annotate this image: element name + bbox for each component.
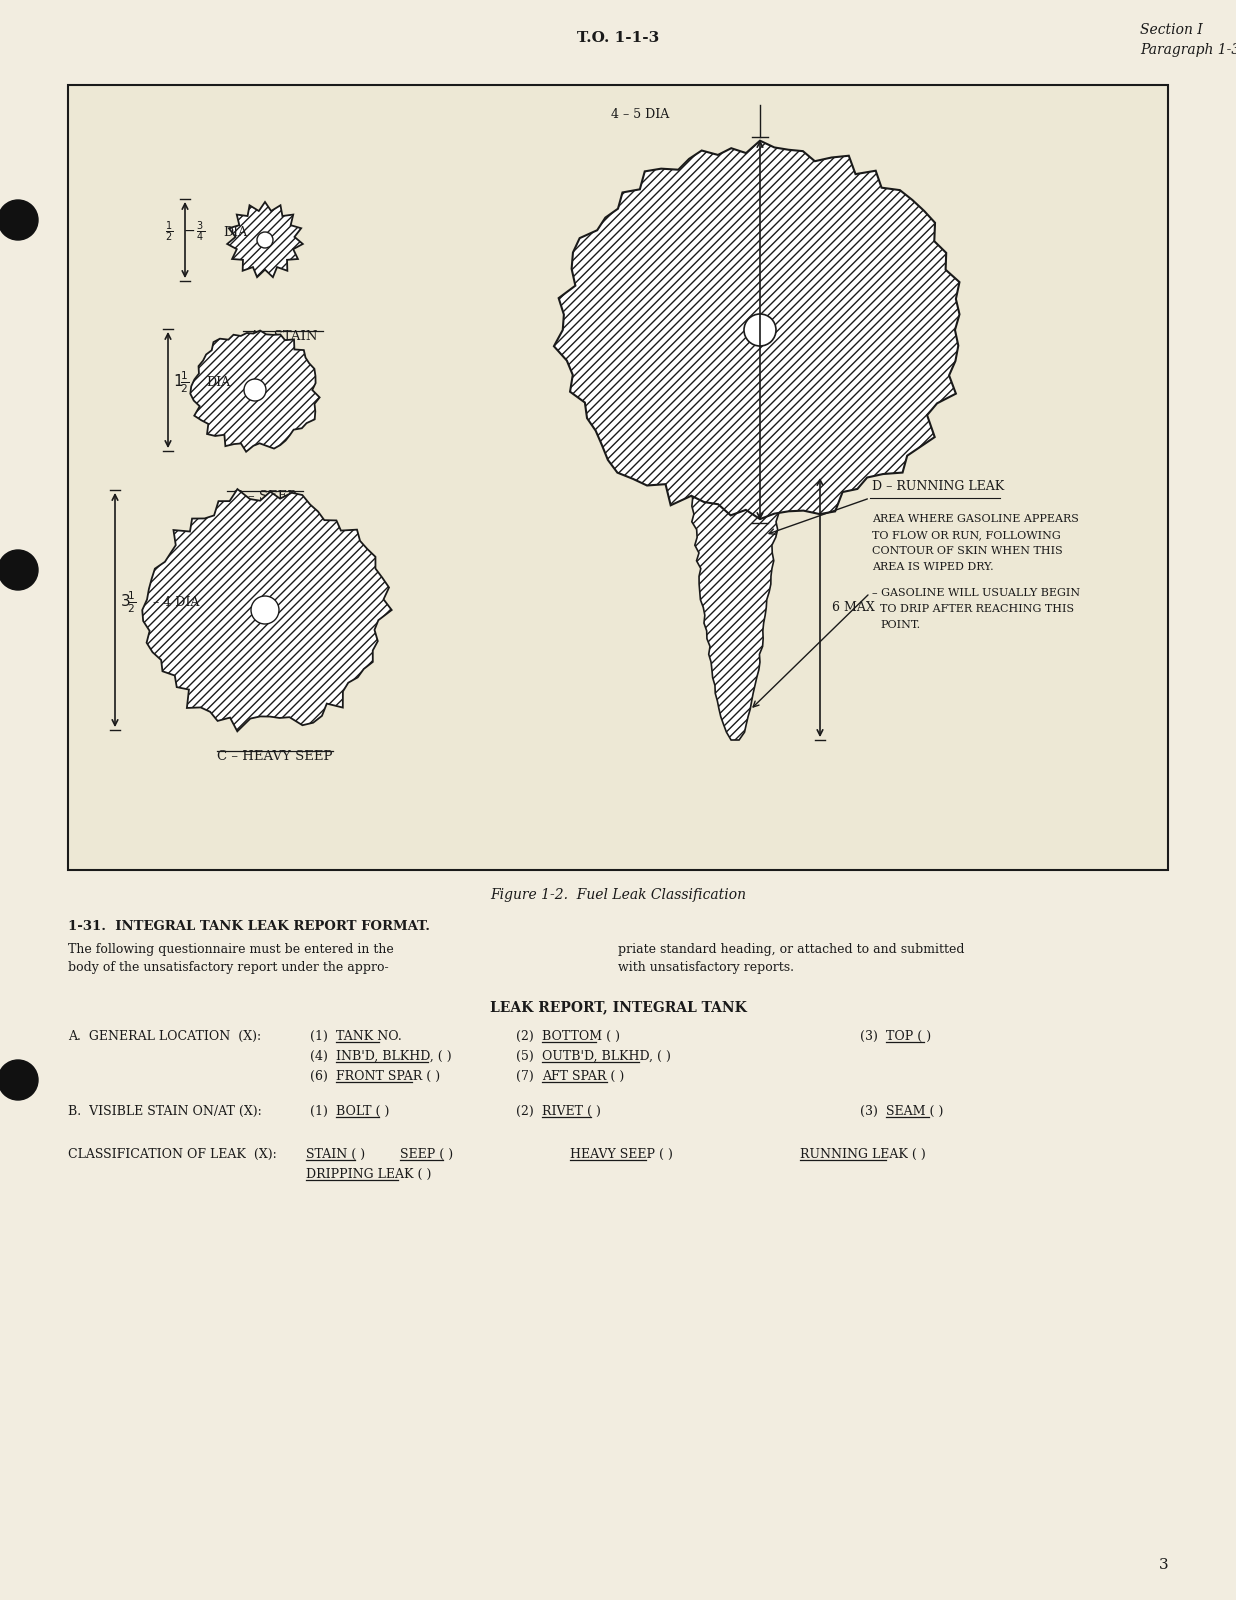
Text: TANK NO.: TANK NO. (336, 1030, 402, 1043)
Polygon shape (142, 490, 392, 731)
Text: TO FLOW OR RUN, FOLLOWING: TO FLOW OR RUN, FOLLOWING (873, 530, 1060, 541)
Text: (3): (3) (860, 1106, 878, 1118)
Circle shape (0, 550, 38, 590)
Circle shape (744, 314, 776, 346)
Polygon shape (554, 141, 959, 518)
Text: (5): (5) (515, 1050, 534, 1062)
Circle shape (243, 379, 266, 402)
Text: 6 MAX: 6 MAX (832, 602, 875, 614)
Text: (6): (6) (310, 1070, 328, 1083)
Text: (2): (2) (515, 1030, 534, 1043)
Text: (1): (1) (310, 1030, 328, 1043)
Text: body of the unsatisfactory report under the appro-: body of the unsatisfactory report under … (68, 962, 388, 974)
Text: TO DRIP AFTER REACHING THIS: TO DRIP AFTER REACHING THIS (880, 603, 1074, 614)
Polygon shape (687, 475, 782, 739)
Text: (4): (4) (310, 1050, 328, 1062)
Polygon shape (190, 331, 320, 451)
Text: SEAM ( ): SEAM ( ) (886, 1106, 943, 1118)
Text: OUTB'D, BLKHD, ( ): OUTB'D, BLKHD, ( ) (543, 1050, 671, 1062)
Text: B – SEEP: B – SEEP (234, 490, 297, 502)
Text: – 4 DIA: – 4 DIA (153, 595, 199, 608)
Text: CONTOUR OF SKIN WHEN THIS: CONTOUR OF SKIN WHEN THIS (873, 546, 1063, 557)
Text: (7): (7) (515, 1070, 534, 1083)
Text: POINT.: POINT. (880, 619, 920, 630)
Text: LEAK REPORT, INTEGRAL TANK: LEAK REPORT, INTEGRAL TANK (489, 1000, 747, 1014)
Text: AFT SPAR ( ): AFT SPAR ( ) (543, 1070, 624, 1083)
Text: 1-31.  INTEGRAL TANK LEAK REPORT FORMAT.: 1-31. INTEGRAL TANK LEAK REPORT FORMAT. (68, 920, 430, 933)
Text: SEEP ( ): SEEP ( ) (400, 1149, 454, 1162)
Text: A.  GENERAL LOCATION  (X):: A. GENERAL LOCATION (X): (68, 1030, 261, 1043)
Text: HEAVY SEEP ( ): HEAVY SEEP ( ) (570, 1149, 672, 1162)
Text: DRIPPING LEAK ( ): DRIPPING LEAK ( ) (307, 1168, 431, 1181)
Text: FRONT SPAR ( ): FRONT SPAR ( ) (336, 1070, 440, 1083)
Text: B.  VISIBLE STAIN ON/AT (X):: B. VISIBLE STAIN ON/AT (X): (68, 1106, 262, 1118)
Text: Paragraph 1-31: Paragraph 1-31 (1140, 43, 1236, 58)
Text: $\frac{1}{2}$: $\frac{1}{2}$ (164, 219, 173, 245)
Text: C – HEAVY SEEP: C – HEAVY SEEP (218, 750, 332, 763)
Text: – GASOLINE WILL USUALLY BEGIN: – GASOLINE WILL USUALLY BEGIN (873, 587, 1080, 598)
Text: CLASSIFICATION OF LEAK  (X):: CLASSIFICATION OF LEAK (X): (68, 1149, 277, 1162)
Text: INB'D, BLKHD, ( ): INB'D, BLKHD, ( ) (336, 1050, 451, 1062)
Text: (3): (3) (860, 1030, 878, 1043)
Text: $3\!\frac{1}{2}$: $3\!\frac{1}{2}$ (120, 589, 136, 614)
Text: with unsatisfactory reports.: with unsatisfactory reports. (618, 962, 794, 974)
Text: RUNNING LEAK ( ): RUNNING LEAK ( ) (800, 1149, 926, 1162)
Text: Figure 1-2.  Fuel Leak Classification: Figure 1-2. Fuel Leak Classification (489, 888, 747, 902)
Text: D – RUNNING LEAK: D – RUNNING LEAK (873, 480, 1004, 493)
Text: RIVET ( ): RIVET ( ) (543, 1106, 601, 1118)
Text: STAIN ( ): STAIN ( ) (307, 1149, 365, 1162)
Text: BOLT ( ): BOLT ( ) (336, 1106, 389, 1118)
Bar (68, 85, 1168, 870)
Circle shape (0, 200, 38, 240)
Text: AREA IS WIPED DRY.: AREA IS WIPED DRY. (873, 562, 994, 573)
Text: (1): (1) (310, 1106, 328, 1118)
Circle shape (251, 595, 279, 624)
Text: $-\,\frac{3}{4}$: $-\,\frac{3}{4}$ (183, 219, 205, 245)
Text: A – STAIN: A – STAIN (248, 330, 318, 342)
Text: Section I: Section I (1140, 22, 1203, 37)
Text: AREA WHERE GASOLINE APPEARS: AREA WHERE GASOLINE APPEARS (873, 514, 1079, 525)
Text: 4 – 5 DIA: 4 – 5 DIA (611, 109, 669, 122)
Text: T.O. 1-1-3: T.O. 1-1-3 (577, 30, 659, 45)
Polygon shape (227, 202, 303, 277)
Text: DIA: DIA (206, 376, 230, 389)
Text: BOTTOM ( ): BOTTOM ( ) (543, 1030, 620, 1043)
Circle shape (0, 1059, 38, 1101)
Text: priate standard heading, or attached to and submitted: priate standard heading, or attached to … (618, 942, 964, 955)
Text: (2): (2) (515, 1106, 534, 1118)
Circle shape (257, 232, 273, 248)
Text: TOP ( ): TOP ( ) (886, 1030, 931, 1043)
Text: $1\!\frac{1}{2}$: $1\!\frac{1}{2}$ (173, 370, 189, 395)
Text: The following questionnaire must be entered in the: The following questionnaire must be ente… (68, 942, 394, 955)
Text: DIA: DIA (222, 226, 247, 238)
Text: 3: 3 (1158, 1558, 1168, 1571)
